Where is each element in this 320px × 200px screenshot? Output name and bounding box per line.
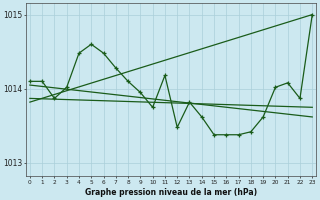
X-axis label: Graphe pression niveau de la mer (hPa): Graphe pression niveau de la mer (hPa): [85, 188, 257, 197]
